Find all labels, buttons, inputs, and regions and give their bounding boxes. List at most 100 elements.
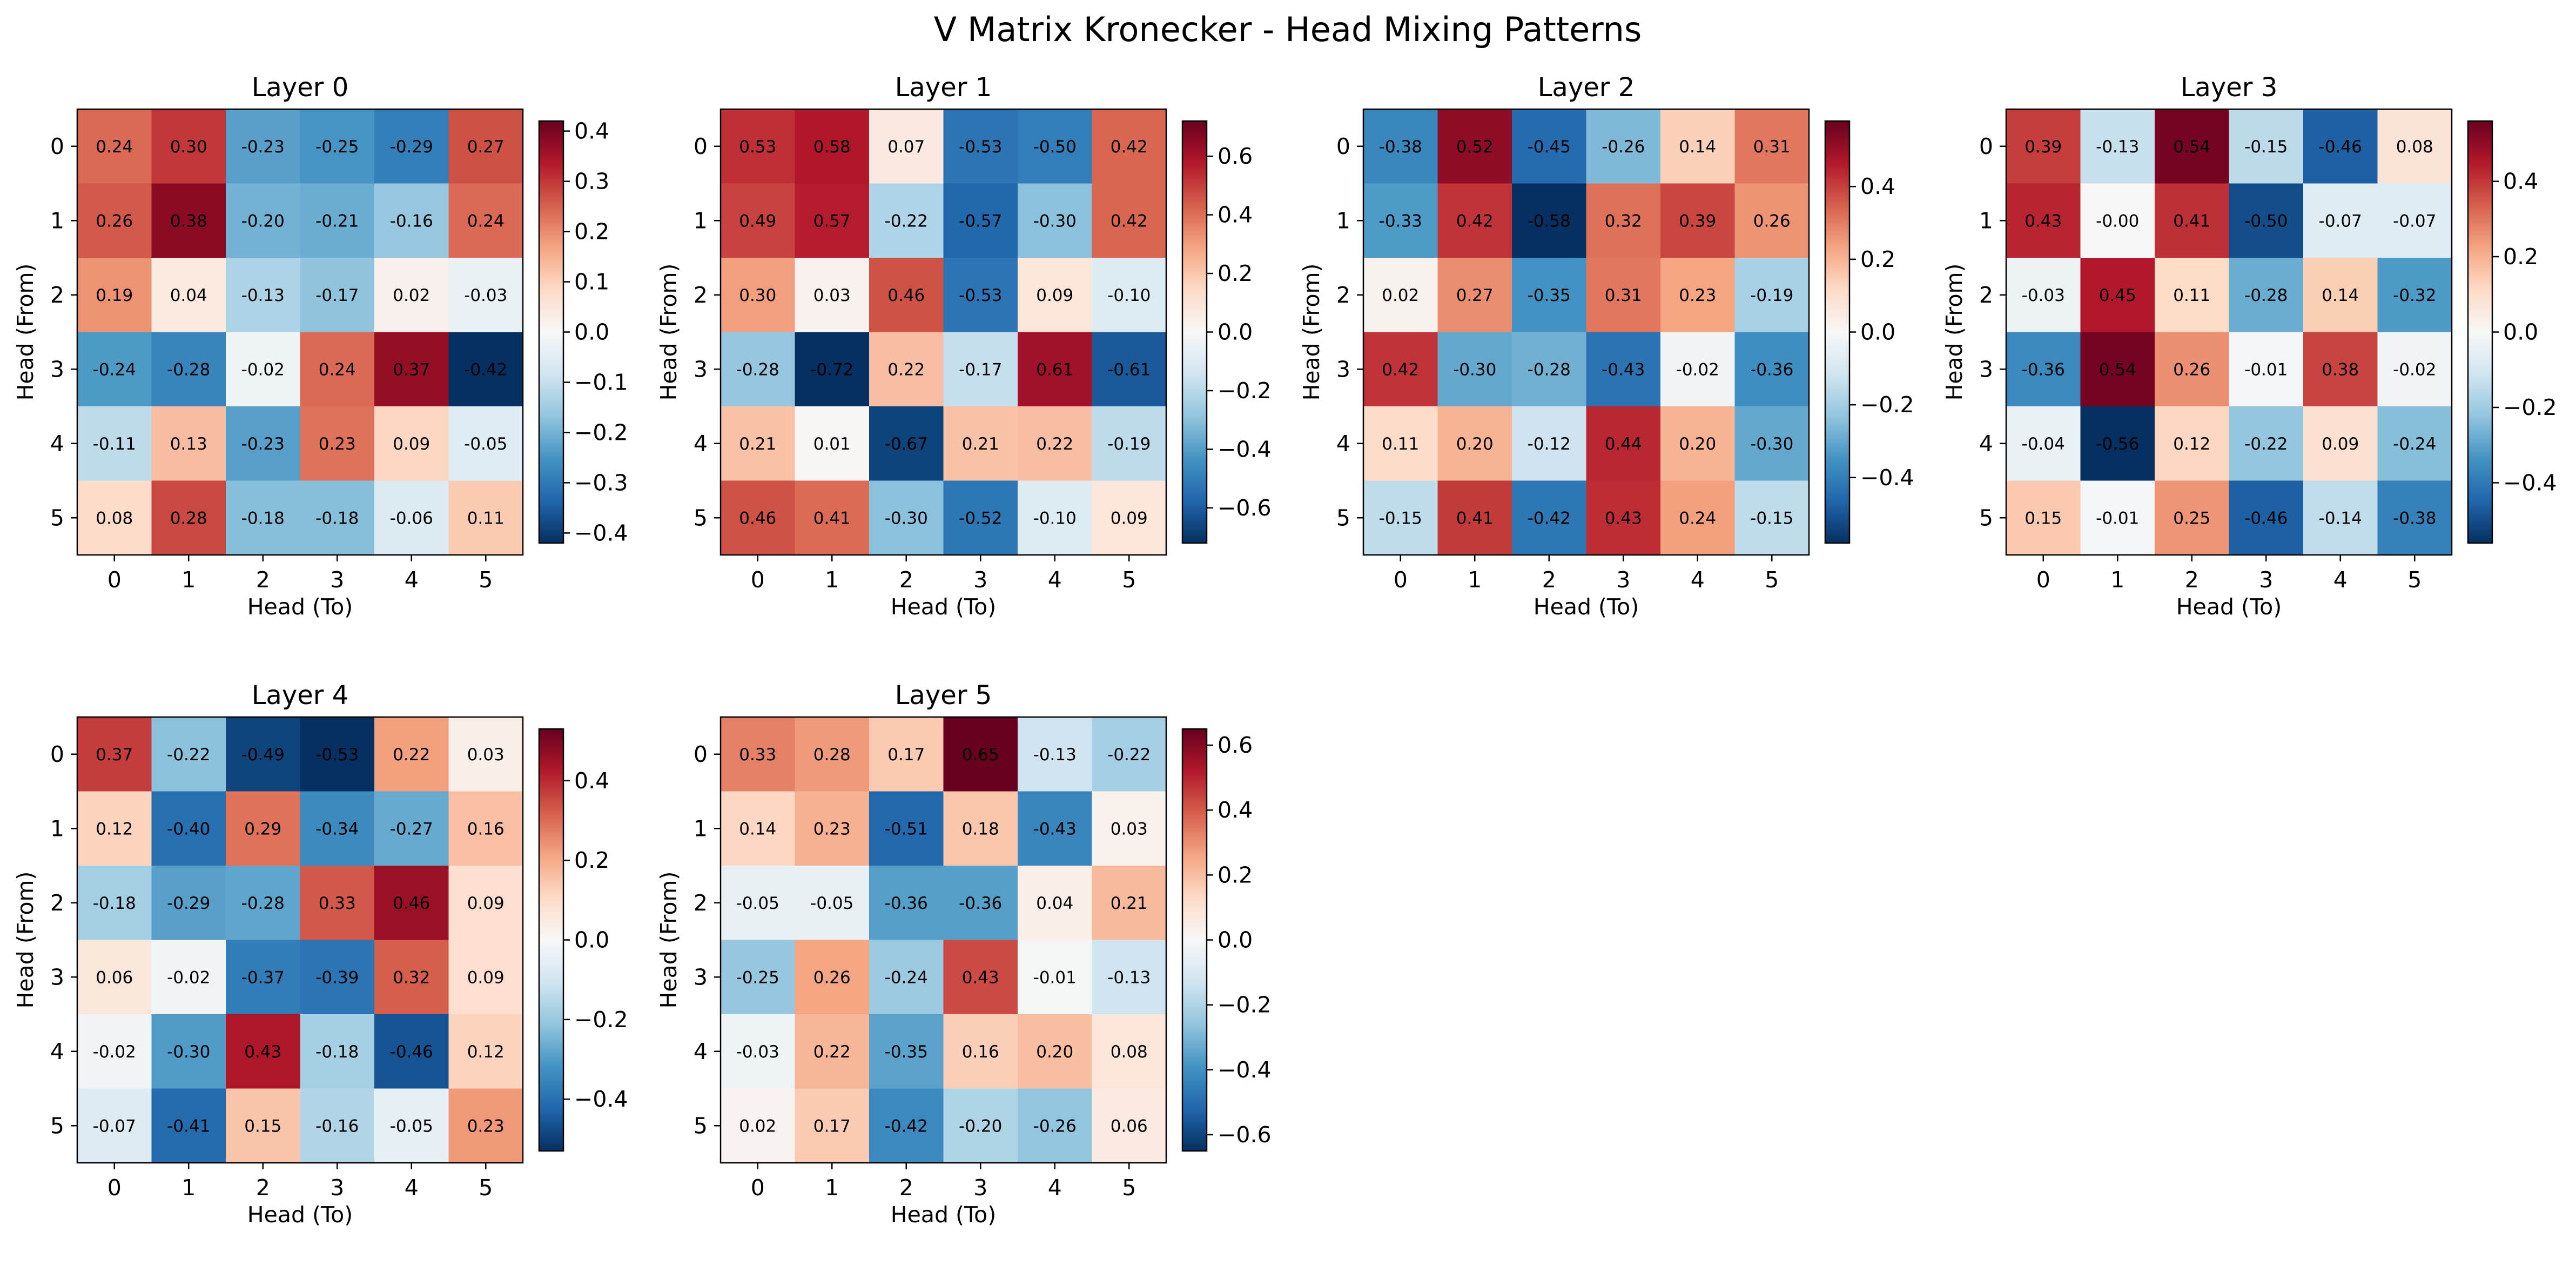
x-axis-label: Head (To)	[891, 594, 996, 620]
heatmap-cell	[2377, 332, 2452, 407]
y-tick-label: 3	[1336, 356, 1350, 382]
heatmap-cell	[300, 258, 375, 332]
heatmap-cell	[869, 717, 944, 792]
cell-value-label: -0.30	[1750, 434, 1793, 454]
cell-value-label: 0.13	[170, 434, 207, 454]
cell-value-label: -0.40	[167, 819, 210, 839]
heatmap-cell	[1437, 332, 1512, 407]
heatmap-cell	[1092, 406, 1167, 481]
heatmap-cell	[869, 1088, 944, 1163]
heatmap-cell	[1092, 258, 1167, 332]
x-tick-label: 5	[2407, 567, 2422, 593]
heatmap-cell	[795, 717, 870, 792]
heatmap-cell	[2229, 332, 2304, 407]
cell-value-label: -0.28	[2244, 286, 2288, 305]
cell-value-label: -0.36	[2022, 360, 2065, 379]
colorbar-tick-label: −0.1	[574, 369, 628, 395]
cell-value-label: 0.02	[393, 286, 430, 305]
x-tick-label: 2	[256, 567, 270, 593]
y-tick-label: 4	[1979, 431, 1993, 457]
heatmap-cell	[2303, 480, 2378, 555]
x-tick-label: 2	[1542, 567, 1556, 593]
heatmap-cell	[300, 332, 375, 407]
heatmap-cell	[1363, 406, 1438, 481]
y-tick-label: 0	[50, 133, 64, 159]
cell-value-label: -0.52	[959, 508, 1002, 528]
cell-value-label: -0.36	[1750, 360, 1793, 379]
cell-value-label: -0.30	[885, 508, 928, 528]
heatmap-panel-3: Layer 30.39 -0.13 0.54 -0.15 -0.46 0.080.43 -0…	[1941, 72, 2557, 620]
heatmap-cell	[2006, 406, 2081, 481]
cell-value-label: 0.46	[393, 894, 430, 913]
cell-value-label: -0.26	[1033, 1116, 1077, 1136]
heatmap-cell	[448, 258, 523, 332]
cell-value-label: 0.39	[2025, 137, 2062, 157]
heatmap-cell	[943, 866, 1018, 940]
heatmap-cell	[374, 183, 449, 258]
heatmap-cell	[721, 940, 795, 1015]
y-tick-label: 3	[50, 356, 64, 382]
y-tick-label: 2	[50, 890, 64, 916]
heatmap-panel-1: Layer 10.53 0.58 0.07 -0.53 -0.50 0.420.49 0.5…	[656, 72, 1272, 620]
heatmap-cell	[2080, 406, 2155, 481]
cell-value-label: -0.13	[241, 286, 285, 305]
heatmap-cell	[943, 332, 1018, 407]
heatmap-cell	[151, 791, 226, 866]
heatmap-cell	[1092, 109, 1167, 184]
heatmap-cell	[1512, 332, 1586, 407]
cell-value-label: 0.61	[1036, 360, 1073, 379]
cell-value-label: -0.05	[810, 894, 853, 913]
heatmap-cell	[1437, 183, 1512, 258]
y-tick-label: 5	[1336, 505, 1350, 531]
cell-value-label: 0.14	[1679, 137, 1716, 157]
heatmap-cell	[374, 480, 449, 555]
heatmap-cell	[795, 1014, 870, 1089]
heatmap-cell	[226, 1014, 300, 1089]
cell-value-label: -0.17	[315, 286, 359, 305]
heatmap-cell	[300, 1014, 375, 1089]
heatmap-cell	[2377, 406, 2452, 481]
cell-value-label: -0.43	[1033, 819, 1077, 839]
heatmap-cell	[795, 183, 870, 258]
cell-value-label: 0.08	[1111, 1042, 1148, 1062]
cell-value-label: -0.24	[2393, 434, 2436, 454]
heatmap-cell	[2229, 258, 2304, 332]
y-tick-label: 4	[1336, 431, 1350, 457]
x-tick-label: 2	[256, 1175, 270, 1201]
heatmap-cell	[2155, 183, 2229, 258]
heatmap-cell	[943, 940, 1018, 1015]
cell-value-label: -0.26	[1602, 137, 1645, 157]
cell-value-label: 0.11	[467, 508, 505, 528]
colorbar	[2467, 120, 2493, 544]
cell-value-label: -0.30	[1033, 211, 1077, 231]
cell-value-label: -0.29	[390, 137, 433, 157]
cell-value-label: -0.22	[167, 745, 210, 765]
colorbar-tick-label: −0.2	[2503, 394, 2557, 420]
x-tick-label: 4	[1691, 567, 1705, 593]
cell-value-label: -0.23	[241, 137, 285, 157]
heatmap-cell	[448, 1088, 523, 1163]
cell-value-label: -0.07	[2319, 211, 2362, 231]
heatmap-cell	[869, 258, 944, 332]
x-tick-label: 5	[1122, 1175, 1136, 1201]
cell-value-label: -0.42	[1528, 508, 1571, 528]
colorbar-tick-label: −0.4	[1218, 436, 1272, 462]
cell-value-label: -0.15	[1379, 508, 1422, 528]
heatmap-cell	[1660, 406, 1735, 481]
cell-value-label: 0.12	[467, 1042, 505, 1062]
heatmap-cell	[2303, 183, 2378, 258]
cell-value-label: -0.34	[315, 819, 359, 839]
heatmap-cell	[869, 406, 944, 481]
cell-value-label: -0.49	[241, 745, 285, 765]
cell-value-label: -0.57	[959, 211, 1002, 231]
cell-value-label: 0.54	[2099, 360, 2136, 379]
cell-value-label: -0.36	[959, 894, 1002, 913]
colorbar-tick-label: −0.4	[1860, 465, 1914, 491]
heatmap-cell	[721, 717, 795, 792]
cell-value-label: -0.58	[1528, 211, 1571, 231]
cell-value-label: 0.22	[1036, 434, 1073, 454]
colorbar-tick-label: 0.0	[2503, 319, 2538, 345]
x-tick-label: 3	[2259, 567, 2273, 593]
heatmap-cell	[869, 1014, 944, 1089]
cell-value-label: 0.41	[1456, 508, 1494, 528]
